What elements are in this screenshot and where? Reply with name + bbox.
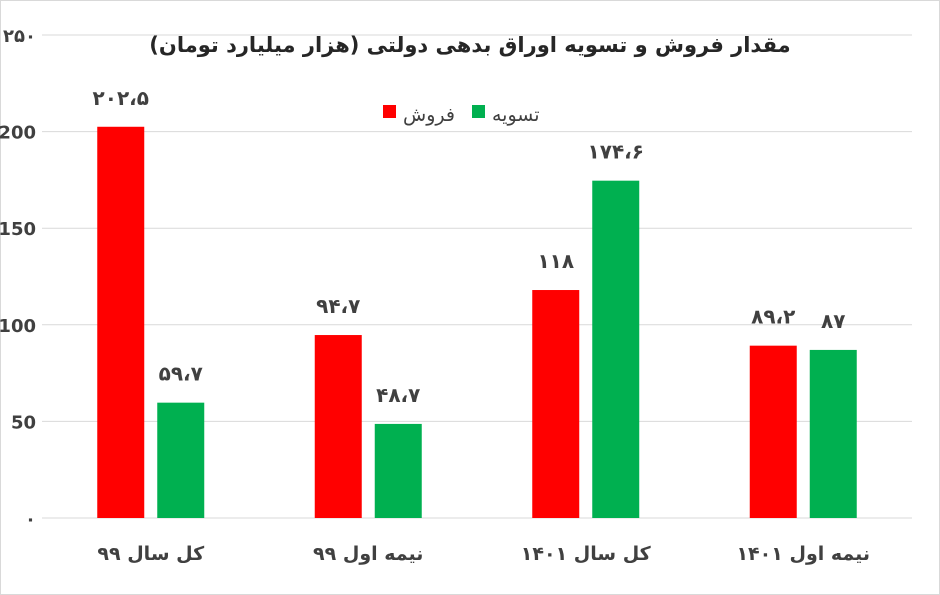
data-label: ۲۰۲،۵: [93, 86, 149, 110]
category-label: نیمه اول ۱۴۰۱: [736, 543, 870, 565]
y-tick-label: 200: [0, 123, 36, 144]
y-tick-label: ۰: [25, 509, 36, 530]
legend-swatch-sales: [383, 105, 396, 118]
category-label: کل سال ۹۹: [97, 543, 205, 565]
data-label: ۵۹،۷: [159, 362, 203, 386]
bar-sales: [532, 290, 580, 518]
data-label: ۸۷: [821, 309, 845, 333]
data-label: ۹۴،۷: [316, 294, 360, 318]
bars: ۲۰۲،۵ ۵۹،۷ ۹۴،۷ ۴۸،۷ ۱۱۸ ۱۷۴،۶ ۸۹،۲ ۸۷: [93, 86, 857, 519]
y-tick-label: ۲۵۰: [3, 26, 36, 47]
legend: فروش تسویه: [383, 104, 540, 126]
bar-settlement: [157, 402, 205, 518]
data-label: ۱۱۸: [537, 249, 574, 273]
bar-sales: [749, 345, 797, 518]
legend-label-settlement: تسویه: [492, 104, 540, 126]
bar-sales: [314, 335, 362, 518]
legend-label-sales: فروش: [403, 104, 455, 126]
bar-sales: [97, 126, 145, 519]
x-axis: کل سال ۹۹ نیمه اول ۹۹ کل سال ۱۴۰۱ نیمه اول …: [97, 543, 870, 565]
bar-settlement: [592, 180, 640, 519]
data-label: ۴۸،۷: [376, 383, 420, 407]
category-label: نیمه اول ۹۹: [313, 543, 423, 565]
category-label: کل سال ۱۴۰۱: [521, 543, 652, 565]
bar-settlement: [809, 349, 857, 518]
legend-swatch-settlement: [472, 105, 485, 118]
y-tick-label: 150: [0, 219, 36, 240]
bar-settlement: [374, 423, 422, 518]
y-axis: ۰ 50 100 150 200 ۲۵۰: [0, 26, 36, 530]
y-tick-label: 100: [0, 316, 36, 337]
data-label: ۱۷۴،۶: [588, 140, 644, 164]
chart-title: مقدار فروش و تسویه اوراق بدهی دولتی (هزا…: [149, 33, 790, 57]
y-tick-label: 50: [11, 412, 36, 433]
data-label: ۸۹،۲: [751, 305, 795, 329]
